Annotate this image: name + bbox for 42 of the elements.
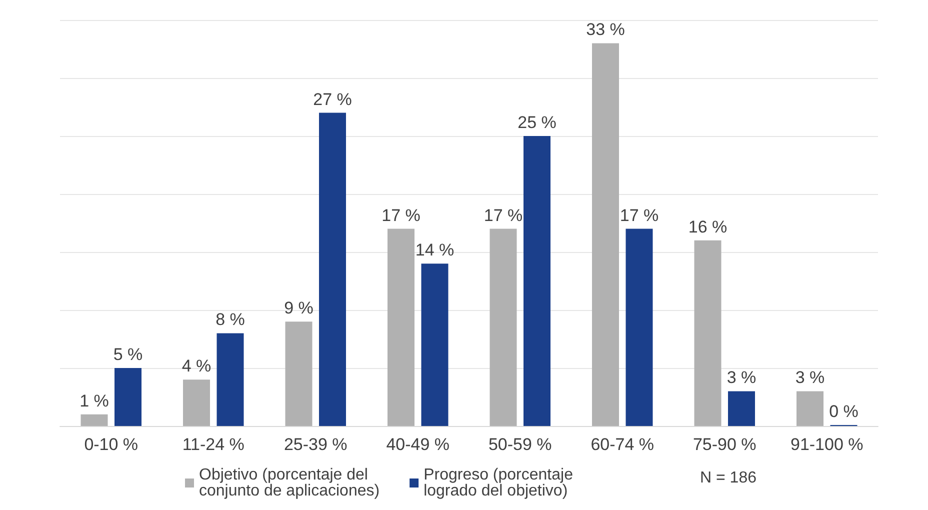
data-label: 16 % xyxy=(688,217,728,236)
bar xyxy=(388,228,414,426)
x-tick-label: 50-59 % xyxy=(488,435,552,454)
bar xyxy=(183,380,210,426)
data-label: 14 % xyxy=(415,240,454,260)
legend-label: Objetivo (porcentaje del conjunto de aplicaciones) xyxy=(199,466,380,500)
text: N = 186 xyxy=(700,470,757,486)
data-label: 17 % xyxy=(620,206,659,225)
bar xyxy=(796,391,824,426)
legend-label: Progreso (porcentaje logrado del objetivo) xyxy=(424,466,574,500)
data-label: 5 % xyxy=(113,345,143,364)
data-label: 27 % xyxy=(313,90,352,109)
data-label: 25 % xyxy=(518,113,556,132)
data-label: 17 % xyxy=(484,206,523,225)
bar xyxy=(694,240,722,426)
data-label: 8 % xyxy=(216,310,245,330)
x-tick-label: 91-100 % xyxy=(790,435,864,454)
x-tick-label: 0-10 % xyxy=(84,435,138,454)
bar xyxy=(80,414,108,426)
data-label: 3 % xyxy=(726,368,756,388)
data-label: 9 % xyxy=(284,298,314,318)
x-tick-label: 60-74 % xyxy=(590,435,654,454)
x-tick-label: 11-24 % xyxy=(182,435,244,454)
x-tick-label: 25-39 % xyxy=(284,435,348,454)
data-label: 0 % xyxy=(829,402,858,421)
bar xyxy=(524,136,550,426)
bar xyxy=(728,391,755,426)
data-label: 4 % xyxy=(182,356,212,376)
bar xyxy=(285,322,312,426)
bar xyxy=(592,43,619,426)
data-label: 1 % xyxy=(80,391,109,410)
data-label: 3 % xyxy=(795,368,825,388)
bar xyxy=(626,228,653,426)
data-label: 33 % xyxy=(586,20,625,40)
bar xyxy=(216,333,244,426)
bar xyxy=(114,368,142,426)
data-label: 17 % xyxy=(382,206,420,225)
bar xyxy=(490,228,517,426)
bar xyxy=(319,112,346,426)
x-tick-label: 40-49 % xyxy=(386,435,450,454)
bar xyxy=(421,264,448,426)
x-tick-label: 75-90 % xyxy=(692,435,756,454)
